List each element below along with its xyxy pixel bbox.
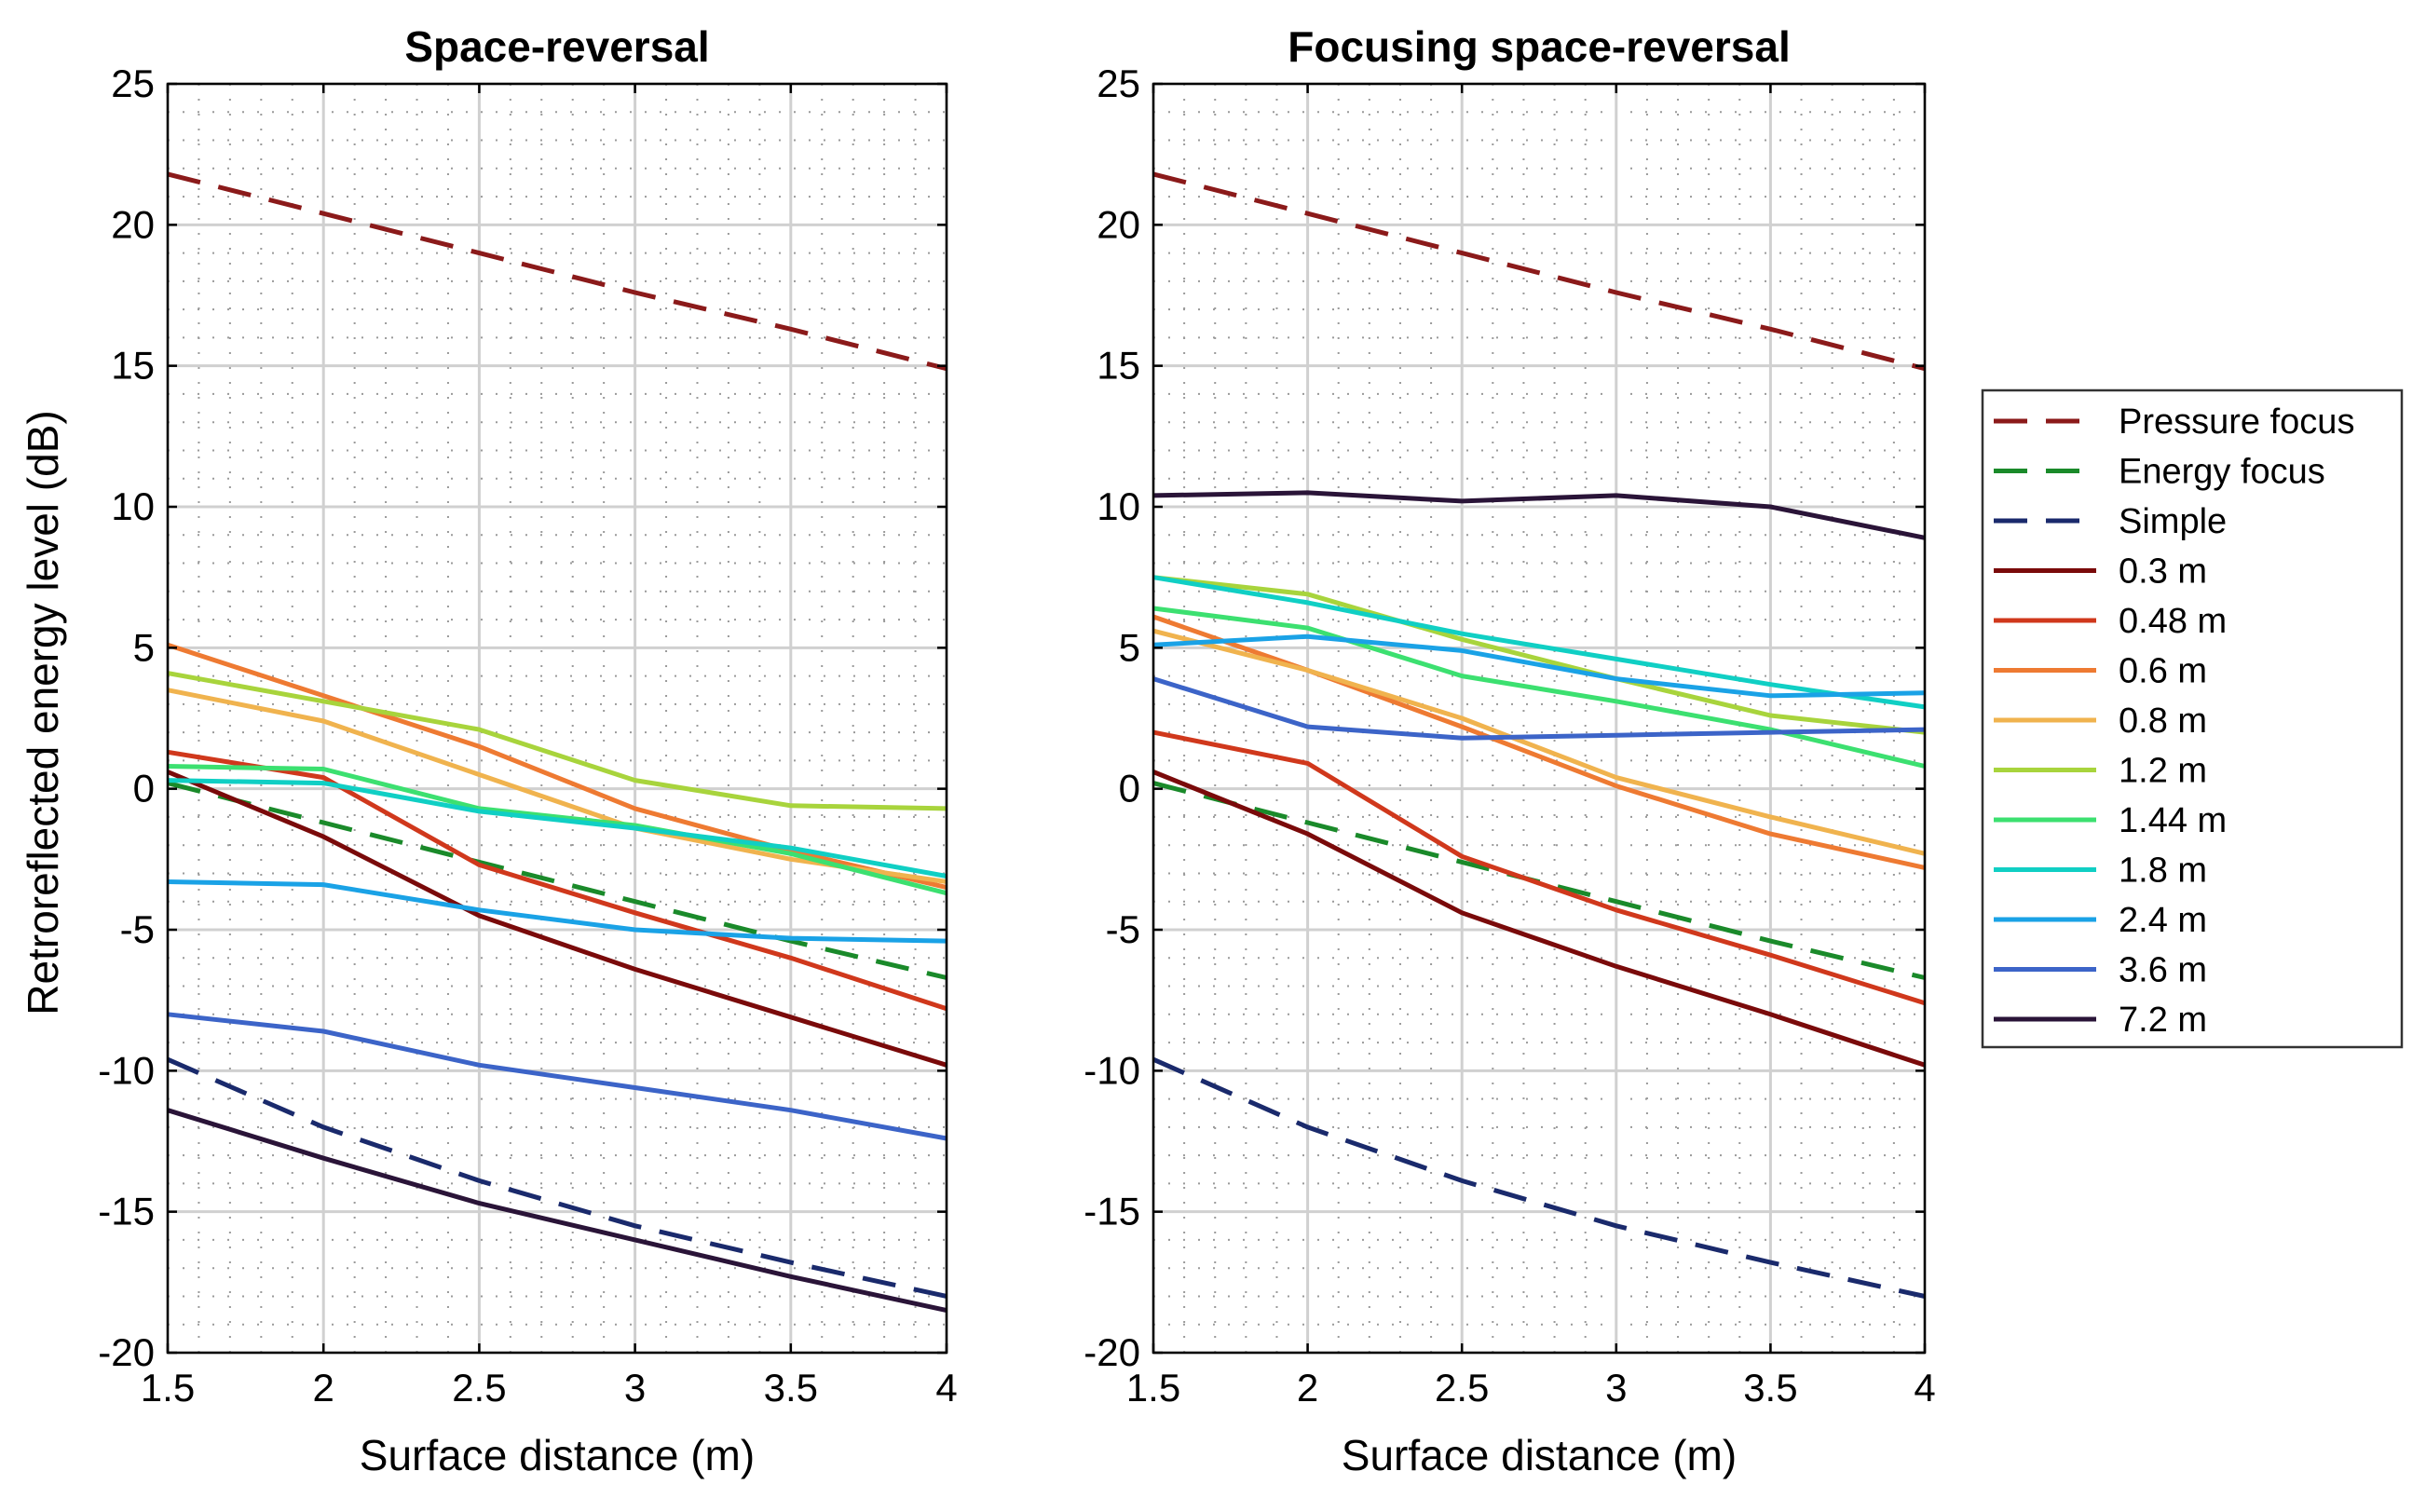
- series-line-1-2-m: [167, 671, 947, 811]
- y-tick-label: 25: [111, 61, 155, 105]
- x-tick-label: 3: [624, 1366, 646, 1410]
- plot-area: 25 20 15 10 5 0 -5 -10 -15 -201.5 2 2.5 3 3.5 4: [1084, 61, 1935, 1410]
- series-line-simple: [1152, 1056, 1926, 1299]
- x-tick-label: 3.5: [1743, 1366, 1797, 1410]
- legend-label: 0.6 m: [2119, 652, 2207, 691]
- y-tick-label: 0: [133, 767, 155, 810]
- x-tick-label: 1.5: [1126, 1366, 1180, 1410]
- legend-label: Simple: [2119, 502, 2227, 541]
- y-tick-label: 20: [111, 202, 155, 246]
- series-line-3-6-m: [1152, 676, 1926, 741]
- y-tick-label: 25: [1097, 61, 1140, 105]
- y-tick-label: -20: [98, 1330, 155, 1374]
- legend-item: 0.8 m: [1994, 702, 2207, 741]
- series-line-0-3-m: [167, 770, 947, 1068]
- x-tick-label: 3.5: [764, 1366, 818, 1410]
- series-line-0-8-m: [167, 688, 947, 884]
- series-line-simple: [167, 1056, 947, 1299]
- series-line-1-44-m: [1152, 606, 1926, 769]
- y-tick-label: -5: [120, 907, 155, 951]
- legend-item: 0.6 m: [1994, 652, 2207, 691]
- y-tick-label: -5: [1106, 907, 1140, 951]
- y-tick-label: -10: [1084, 1048, 1140, 1092]
- x-tick-label: 2.5: [1435, 1366, 1489, 1410]
- y-tick-label: 10: [1097, 484, 1140, 528]
- legend-item: 1.44 m: [1994, 801, 2227, 840]
- y-tick-label: 0: [1119, 767, 1140, 810]
- plot-area: 25 20 15 10 5 0 -5 -10 -15 -201.5 2 2.5 3 3.5 4: [98, 61, 957, 1410]
- legend-item: 0.48 m: [1994, 602, 2227, 641]
- series-line-2-4-m: [167, 879, 947, 944]
- series-line-7-2-m: [1152, 490, 1926, 540]
- series-line-0-3-m: [1152, 770, 1926, 1068]
- series-line-7-2-m: [167, 1108, 947, 1314]
- legend-label: Energy focus: [2119, 453, 2325, 492]
- legend-label: 1.44 m: [2119, 801, 2227, 840]
- legend-item: 0.3 m: [1994, 552, 2207, 592]
- legend-item: 2.4 m: [1994, 901, 2207, 940]
- x-tick-label: 2: [1297, 1366, 1318, 1410]
- chart-panel-space-reversal: Space-reversal Retroreflected energy lev…: [19, 22, 958, 1479]
- legend-item: Simple: [1994, 502, 2227, 541]
- series-line-pressure-focus: [167, 171, 947, 372]
- series-line-1-44-m: [167, 764, 947, 896]
- x-tick-label: 2: [313, 1366, 334, 1410]
- x-tick-label: 1.5: [141, 1366, 195, 1410]
- series-line-1-8-m: [1152, 575, 1926, 710]
- chart-title: Focusing space-reversal: [1288, 22, 1790, 71]
- y-tick-label: -10: [98, 1048, 155, 1092]
- legend-label: 7.2 m: [2119, 1001, 2207, 1040]
- legend-label: 0.48 m: [2119, 602, 2227, 641]
- legend-label: Pressure focus: [2119, 402, 2354, 442]
- series-line-energy-focus: [167, 781, 947, 980]
- legend-items: Pressure focus Energy focus Simple 0.3 m 0.4…: [1994, 402, 2354, 1040]
- y-tick-label: -15: [98, 1190, 155, 1233]
- series-line-0-8-m: [1152, 628, 1926, 856]
- series-line-0-6-m: [1152, 614, 1926, 870]
- x-axis-label: Surface distance (m): [360, 1431, 755, 1479]
- legend-item: 1.8 m: [1994, 851, 2207, 891]
- legend-item: Energy focus: [1994, 453, 2325, 492]
- series-line-2-4-m: [1152, 633, 1926, 699]
- chart-title: Space-reversal: [404, 22, 709, 71]
- plot-frame: [1152, 82, 1927, 1355]
- legend-item: Pressure focus: [1994, 402, 2354, 442]
- series-line-3-6-m: [167, 1012, 947, 1141]
- x-axis-label: Surface distance (m): [1342, 1431, 1737, 1479]
- y-tick-label: 20: [1097, 202, 1140, 246]
- y-tick-label: 15: [1097, 344, 1140, 388]
- legend-label: 3.6 m: [2119, 951, 2207, 990]
- y-axis-label: Retroreflected energy level (dB): [19, 410, 67, 1015]
- plot-frame: [166, 82, 948, 1355]
- chart-panel-focusing-space-reversal: Focusing space-reversal Surface distance…: [1084, 22, 1935, 1479]
- legend-item: 7.2 m: [1994, 1001, 2207, 1040]
- y-tick-label: 10: [111, 484, 155, 528]
- series-line-energy-focus: [1152, 781, 1926, 980]
- series-line-0-48-m: [1152, 729, 1926, 1006]
- legend-label: 1.2 m: [2119, 752, 2207, 791]
- series-line-0-48-m: [167, 749, 947, 1012]
- legend-label: 2.4 m: [2119, 901, 2207, 940]
- y-tick-label: 15: [111, 344, 155, 388]
- y-tick-label: -15: [1084, 1190, 1140, 1233]
- legend: Pressure focus Energy focus Simple 0.3 m 0.4…: [1981, 388, 2404, 1049]
- x-tick-label: 4: [1914, 1366, 1935, 1410]
- legend-item: 3.6 m: [1994, 951, 2207, 990]
- x-tick-label: 3: [1605, 1366, 1627, 1410]
- y-tick-label: 5: [1119, 625, 1140, 669]
- series-line-pressure-focus: [1152, 171, 1926, 372]
- legend-item: 1.2 m: [1994, 752, 2207, 791]
- legend-label: 1.8 m: [2119, 851, 2207, 891]
- y-tick-label: 5: [133, 625, 155, 669]
- x-tick-label: 2.5: [452, 1366, 506, 1410]
- series-line-1-8-m: [167, 778, 947, 879]
- x-tick-label: 4: [935, 1366, 957, 1410]
- series-line-1-2-m: [1152, 575, 1926, 735]
- series-line-0-6-m: [167, 642, 947, 891]
- legend-label: 0.3 m: [2119, 552, 2207, 592]
- legend-label: 0.8 m: [2119, 702, 2207, 741]
- y-tick-label: -20: [1084, 1330, 1140, 1374]
